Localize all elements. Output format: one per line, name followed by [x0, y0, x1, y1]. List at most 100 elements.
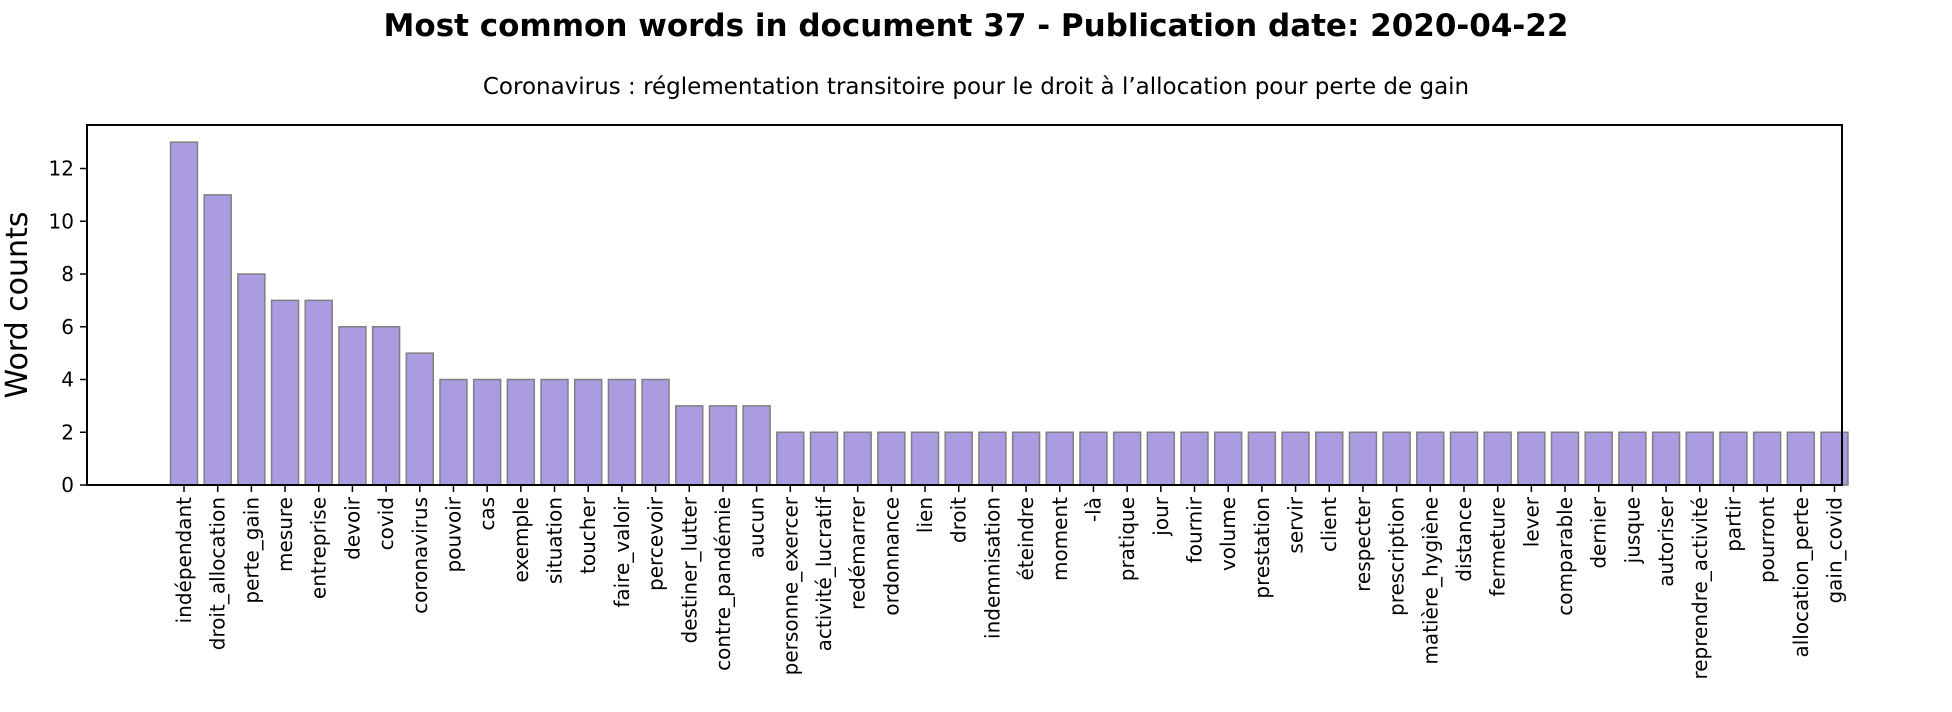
x-tick-label-36: prescription — [1385, 497, 1409, 616]
plot-frame — [86, 124, 1843, 486]
bar-3 — [270, 299, 300, 486]
bar-11 — [540, 378, 569, 486]
bar-34 — [1315, 431, 1344, 486]
x-tick-label-11: situation — [543, 497, 567, 584]
x-axis: indépendant droit_allocation perte_gain mes… — [172, 485, 1847, 680]
x-tick-label-0: indépendant — [172, 497, 196, 624]
bar-20 — [843, 431, 872, 486]
x-tick-label-22: lien — [913, 497, 937, 533]
x-tick-label-14: percevoir — [644, 496, 668, 591]
x-tick-label-49: gain_covid — [1823, 497, 1847, 604]
y-tick-label-5: 10 — [49, 209, 74, 233]
x-tick-label-31: volume — [1216, 497, 1240, 571]
x-tick-label-30: fournir — [1183, 496, 1207, 563]
x-tick-label-6: covid — [374, 497, 398, 550]
x-tick-label-2: perte_gain — [239, 497, 263, 604]
bar-37 — [1416, 431, 1445, 486]
x-tick-label-17: aucun — [745, 497, 769, 558]
x-tick-label-28: pratique — [1115, 497, 1139, 581]
x-tick-label-12: toucher — [576, 496, 600, 574]
x-tick-label-25: éteindre — [1014, 497, 1038, 580]
bar-49 — [1820, 431, 1849, 486]
bar-0 — [169, 141, 199, 486]
bar-5 — [338, 326, 367, 486]
x-tick-label-10: exemple — [509, 497, 533, 583]
bar-29 — [1146, 431, 1176, 486]
bar-10 — [506, 378, 536, 486]
bar-21 — [877, 431, 906, 486]
bar-46 — [1719, 431, 1748, 486]
x-tick-label-4: entreprise — [307, 497, 331, 599]
bar-47 — [1752, 431, 1782, 486]
bar-33 — [1281, 431, 1310, 486]
bar-14 — [641, 378, 670, 486]
y-axis: 0 2 4 6 8 10 12 — [49, 157, 87, 497]
bar-9 — [472, 378, 502, 486]
bar-35 — [1348, 431, 1378, 486]
bar-44 — [1651, 431, 1681, 486]
bar-7 — [405, 352, 435, 486]
y-tick-label-2: 4 — [61, 368, 74, 392]
x-tick-label-8: pouvoir — [441, 496, 465, 572]
x-tick-label-42: dernier — [1587, 496, 1611, 568]
bar-43 — [1618, 431, 1647, 486]
x-tick-label-15: destiner_lutter — [677, 496, 701, 643]
x-tick-label-47: pourront — [1755, 497, 1779, 583]
bar-27 — [1079, 431, 1108, 486]
x-tick-label-35: respecter — [1351, 496, 1375, 592]
bar-25 — [1011, 431, 1041, 486]
bar-19 — [809, 431, 839, 486]
bars-group — [169, 141, 1849, 486]
bar-23 — [944, 431, 973, 486]
bar-31 — [1213, 431, 1243, 486]
bar-6 — [371, 326, 401, 486]
bar-38 — [1449, 431, 1479, 486]
x-tick-label-48: allocation_perte — [1789, 497, 1813, 658]
bar-8 — [439, 378, 468, 486]
y-tick-label-1: 2 — [61, 420, 74, 444]
x-tick-label-44: autoriser — [1654, 496, 1678, 587]
bar-30 — [1180, 431, 1209, 486]
x-tick-label-16: contre_pandémie — [711, 497, 735, 671]
x-tick-label-46: partir — [1721, 496, 1745, 552]
bar-39 — [1483, 431, 1512, 486]
bar-12 — [573, 378, 603, 486]
x-tick-label-34: client — [1317, 497, 1341, 552]
bar-48 — [1786, 431, 1816, 486]
bar-22 — [910, 431, 940, 486]
bar-17 — [742, 405, 771, 486]
y-axis-label: Word counts — [0, 212, 35, 399]
x-tick-label-3: mesure — [273, 497, 297, 572]
x-tick-label-26: moment — [1048, 497, 1072, 581]
x-tick-label-39: fermeture — [1486, 497, 1510, 597]
chart-subtitle: Coronavirus : réglementation transitoire… — [482, 74, 1470, 100]
bar-42 — [1584, 431, 1613, 486]
x-tick-label-9: cas — [475, 497, 499, 531]
chart-title: Most common words in document 37 - Publi… — [383, 8, 1569, 44]
bar-45 — [1685, 431, 1714, 486]
x-tick-label-45: reprendre_activité — [1688, 497, 1712, 680]
x-tick-label-32: prestation — [1250, 497, 1274, 599]
y-tick-label-4: 8 — [61, 262, 74, 286]
x-tick-label-40: lever — [1519, 496, 1543, 547]
bar-26 — [1045, 431, 1074, 486]
x-tick-label-18: personne_exercer — [778, 496, 802, 675]
bar-41 — [1550, 431, 1580, 486]
bar-36 — [1382, 431, 1411, 486]
bar-16 — [708, 405, 738, 486]
x-tick-label-21: ordonnance — [879, 497, 903, 616]
x-tick-label-5: devoir — [340, 496, 364, 560]
bar-18 — [776, 431, 805, 486]
y-tick-label-0: 0 — [61, 473, 74, 497]
y-tick-label-6: 12 — [49, 157, 74, 181]
bar-4 — [304, 299, 333, 486]
x-tick-label-24: indemnisation — [980, 497, 1004, 639]
bar-1 — [203, 194, 232, 486]
bar-2 — [237, 273, 266, 486]
x-tick-label-29: jour — [1149, 496, 1173, 536]
x-tick-label-19: activité_lucratif — [812, 496, 836, 651]
x-tick-label-37: matière_hygiène — [1418, 497, 1442, 665]
x-tick-label-7: coronavirus — [408, 497, 432, 614]
x-tick-label-1: droit_allocation — [206, 497, 230, 650]
